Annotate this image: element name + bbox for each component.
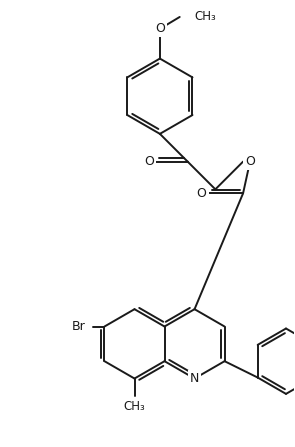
Text: O: O [144, 155, 154, 168]
Text: O: O [155, 22, 165, 35]
Text: N: N [190, 372, 199, 385]
Text: O: O [196, 187, 206, 200]
Text: CH₃: CH₃ [195, 10, 216, 23]
Text: O: O [245, 155, 255, 168]
Text: Br: Br [72, 320, 86, 333]
Text: CH₃: CH₃ [124, 400, 145, 413]
